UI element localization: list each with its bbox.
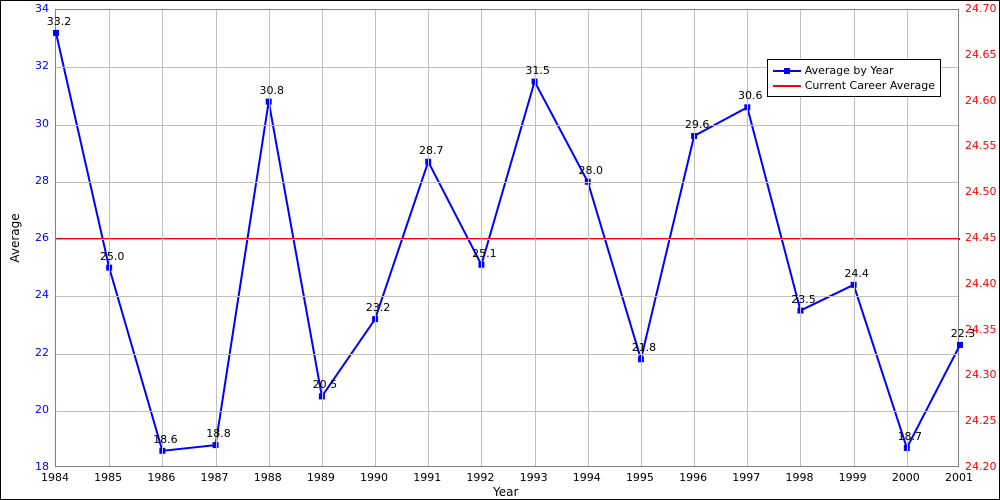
legend-label: Current Career Average — [805, 79, 935, 92]
x-tick-label: 1989 — [307, 471, 335, 484]
gridline-vertical — [747, 10, 748, 466]
y-axis-left-label: Average — [8, 213, 22, 262]
chart-container: Average Year Average by Year Current Care… — [0, 0, 1000, 500]
gridline-vertical — [428, 10, 429, 466]
gridline-horizontal — [56, 125, 958, 126]
y-right-tick-label: 24.25 — [965, 414, 997, 427]
x-tick-label: 1999 — [839, 471, 867, 484]
gridline-horizontal — [56, 354, 958, 355]
x-tick-label: 1985 — [94, 471, 122, 484]
y-right-tick-label: 24.55 — [965, 139, 997, 152]
x-tick-label: 1992 — [466, 471, 494, 484]
y-left-tick-label: 30 — [35, 117, 49, 130]
legend-swatch — [773, 81, 801, 91]
x-tick-label: 1997 — [732, 471, 760, 484]
gridline-horizontal — [56, 411, 958, 412]
legend-item-avg_by_year: Average by Year — [773, 63, 935, 78]
x-axis-label: Year — [493, 485, 518, 499]
y-left-tick-label: 18 — [35, 460, 49, 473]
legend-item-career_avg: Current Career Average — [773, 78, 935, 93]
x-tick-label: 1998 — [785, 471, 813, 484]
x-tick-label: 1995 — [626, 471, 654, 484]
y-right-tick-label: 24.60 — [965, 94, 997, 107]
y-right-tick-label: 24.30 — [965, 368, 997, 381]
x-tick-label: 1990 — [360, 471, 388, 484]
y-left-tick-label: 32 — [35, 59, 49, 72]
x-tick-label: 1994 — [573, 471, 601, 484]
x-tick-label: 1996 — [679, 471, 707, 484]
x-tick-label: 1987 — [201, 471, 229, 484]
y-right-tick-label: 24.50 — [965, 185, 997, 198]
y-right-tick-label: 24.40 — [965, 277, 997, 290]
y-right-tick-label: 24.45 — [965, 231, 997, 244]
gridline-vertical — [481, 10, 482, 466]
gridline-vertical — [694, 10, 695, 466]
gridline-horizontal — [56, 182, 958, 183]
gridline-vertical — [588, 10, 589, 466]
gridline-vertical — [375, 10, 376, 466]
legend-label: Average by Year — [805, 64, 894, 77]
gridline-vertical — [322, 10, 323, 466]
y-left-tick-label: 24 — [35, 288, 49, 301]
x-tick-label: 1986 — [147, 471, 175, 484]
series-avg_by_year-marker — [958, 342, 963, 347]
y-left-tick-label: 20 — [35, 403, 49, 416]
x-tick-label: 1988 — [254, 471, 282, 484]
gridline-vertical — [216, 10, 217, 466]
y-right-tick-label: 24.65 — [965, 48, 997, 61]
gridline-horizontal — [56, 296, 958, 297]
legend: Average by Year Current Career Average — [767, 59, 941, 97]
y-left-tick-label: 26 — [35, 231, 49, 244]
x-tick-label: 2000 — [892, 471, 920, 484]
series-avg_by_year-marker — [54, 30, 59, 35]
gridline-horizontal — [56, 239, 958, 240]
gridline-vertical — [641, 10, 642, 466]
y-right-tick-label: 24.35 — [965, 323, 997, 336]
gridline-vertical — [162, 10, 163, 466]
legend-swatch — [773, 66, 801, 76]
gridline-vertical — [269, 10, 270, 466]
y-right-tick-label: 24.20 — [965, 460, 997, 473]
y-left-tick-label: 28 — [35, 174, 49, 187]
gridline-vertical — [109, 10, 110, 466]
x-tick-label: 1991 — [413, 471, 441, 484]
gridline-vertical — [535, 10, 536, 466]
y-left-tick-label: 34 — [35, 2, 49, 15]
x-tick-label: 1993 — [520, 471, 548, 484]
y-right-tick-label: 24.70 — [965, 2, 997, 15]
y-left-tick-label: 22 — [35, 346, 49, 359]
